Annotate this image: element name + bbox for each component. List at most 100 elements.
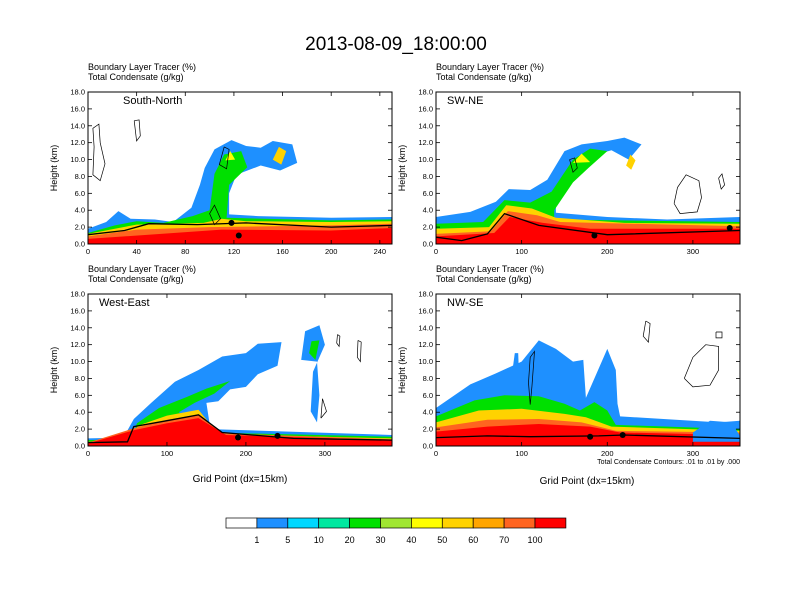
colorbar-swatch: [349, 517, 381, 529]
y-tick-label: 16.0: [70, 306, 85, 315]
colorbar-swatch: [225, 517, 258, 529]
location-marker: [591, 232, 598, 239]
x-tick-label: 100: [161, 449, 174, 458]
tracer-shading: [309, 340, 320, 360]
colorbar-swatch: [287, 517, 320, 529]
y-tick-label: 12.0: [418, 138, 433, 147]
colorbar-label: 5: [285, 535, 290, 545]
location-marker: [274, 432, 281, 439]
colorbar-label: 10: [314, 535, 324, 545]
x-tick-label: 40: [132, 247, 140, 256]
terrain-line: [436, 434, 740, 440]
x-tick-label: 0: [434, 247, 438, 256]
panel-frame: [435, 293, 741, 447]
condensate-contour: [718, 173, 725, 190]
y-tick-label: 18.0: [418, 290, 433, 299]
tracer-shading: [301, 325, 325, 423]
y-axis-label: Height (km): [49, 347, 59, 394]
colorbar-swatch: [256, 517, 289, 529]
x-axis-label-left: Grid Point (dx=15km): [193, 474, 288, 485]
panel-plot-area: [436, 137, 740, 244]
panel-subtitle-2: Total Condensate (g/kg): [436, 72, 532, 82]
x-tick-label: 0: [86, 247, 90, 256]
panels: Boundary Layer Tracer (%)Total Condensat…: [49, 62, 741, 458]
colorbar-swatch: [441, 517, 474, 529]
x-tick-label: 300: [319, 449, 332, 458]
panel-subtitle-1: Boundary Layer Tracer (%): [88, 62, 196, 72]
colorbar-label: 1: [254, 535, 259, 545]
condensate-contour: [642, 320, 651, 343]
x-tick-label: 240: [374, 247, 387, 256]
panel-frame: [87, 293, 393, 447]
panel-frame: [87, 91, 393, 245]
condensate-contour: [320, 398, 327, 419]
condensate-contour: [673, 174, 702, 214]
location-marker: [228, 219, 235, 226]
y-tick-label: 16.0: [418, 104, 433, 113]
x-tick-label: 200: [601, 449, 614, 458]
y-tick-label: 10.0: [70, 155, 85, 164]
condensate-contour: [336, 334, 341, 348]
y-tick-label: 6.0: [423, 189, 433, 198]
panel-plot-area: [88, 325, 392, 446]
colorbar-swatch: [503, 517, 536, 529]
panel-frame: [435, 91, 741, 245]
y-tick-label: 2.0: [75, 425, 85, 434]
terrain-line: [88, 414, 392, 444]
panel-name: South-North: [123, 95, 182, 107]
condensate-contour: [209, 204, 221, 226]
x-tick-label: 160: [276, 247, 289, 256]
panel-sw-ne: Boundary Layer Tracer (%)Total Condensat…: [397, 62, 741, 256]
terrain-line: [88, 222, 392, 236]
colorbar-swatch: [411, 517, 443, 529]
panel-name: SW-NE: [447, 95, 483, 107]
y-tick-label: 10.0: [418, 155, 433, 164]
colorbar-label: 50: [437, 535, 447, 545]
condensate-contour: [92, 123, 106, 182]
x-tick-label: 100: [515, 449, 528, 458]
panel-subtitle-2: Total Condensate (g/kg): [88, 72, 184, 82]
y-tick-label: 12.0: [418, 340, 433, 349]
panel-subtitle-2: Total Condensate (g/kg): [88, 274, 184, 284]
x-tick-label: 300: [687, 247, 700, 256]
condensate-contour: [715, 331, 723, 339]
y-tick-label: 12.0: [70, 138, 85, 147]
y-tick-label: 14.0: [418, 121, 433, 130]
terrain-line: [436, 212, 740, 242]
y-tick-label: 8.0: [423, 374, 433, 383]
y-tick-label: 14.0: [70, 121, 85, 130]
location-marker: [235, 232, 242, 239]
panel-subtitle-2: Total Condensate (g/kg): [436, 274, 532, 284]
tracer-shading: [692, 420, 740, 442]
tracer-shading: [626, 154, 636, 170]
y-tick-label: 0.0: [423, 442, 433, 451]
y-tick-label: 4.0: [423, 206, 433, 215]
y-tick-label: 2.0: [423, 425, 433, 434]
colorbar-swatch: [318, 517, 350, 529]
y-tick-label: 18.0: [70, 290, 85, 299]
y-axis-label: Height (km): [397, 145, 407, 192]
condensate-contour: [569, 157, 578, 173]
x-axis-label-right: Grid Point (dx=15km): [540, 476, 635, 487]
y-tick-label: 4.0: [423, 408, 433, 417]
condensate-contour: [356, 340, 362, 363]
y-tick-label: 6.0: [75, 391, 85, 400]
panel-south-north: Boundary Layer Tracer (%)Total Condensat…: [49, 62, 393, 256]
y-tick-label: 14.0: [418, 323, 433, 332]
panel-plot-area: [436, 320, 740, 446]
condensate-contour: [218, 146, 230, 170]
colorbar-label: 40: [406, 535, 416, 545]
y-tick-label: 18.0: [418, 88, 433, 97]
y-tick-label: 2.0: [423, 223, 433, 232]
y-tick-label: 8.0: [75, 374, 85, 383]
panel-plot-area: [88, 119, 392, 244]
location-marker: [619, 432, 626, 439]
location-marker: [726, 224, 733, 231]
panel-west-east: Boundary Layer Tracer (%)Total Condensat…: [49, 264, 393, 458]
y-tick-label: 6.0: [75, 189, 85, 198]
colorbar-label: 20: [345, 535, 355, 545]
colorbar-label: 60: [468, 535, 478, 545]
y-axis-label: Height (km): [397, 347, 407, 394]
x-tick-label: 0: [434, 449, 438, 458]
tracer-shading: [573, 153, 591, 163]
